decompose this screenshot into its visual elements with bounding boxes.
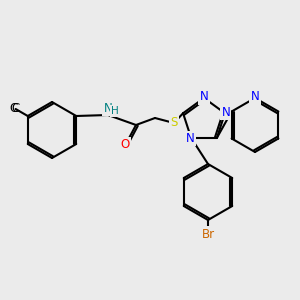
Text: Br: Br: [201, 227, 214, 241]
Text: S: S: [170, 116, 178, 130]
Text: N: N: [186, 132, 194, 145]
Text: C: C: [10, 101, 18, 115]
Text: H: H: [111, 106, 119, 116]
Text: N: N: [221, 106, 230, 119]
Text: N: N: [250, 91, 260, 103]
Text: C: C: [11, 103, 20, 116]
Text: O: O: [120, 139, 130, 152]
Text: N: N: [200, 91, 208, 103]
Text: N: N: [103, 101, 112, 115]
